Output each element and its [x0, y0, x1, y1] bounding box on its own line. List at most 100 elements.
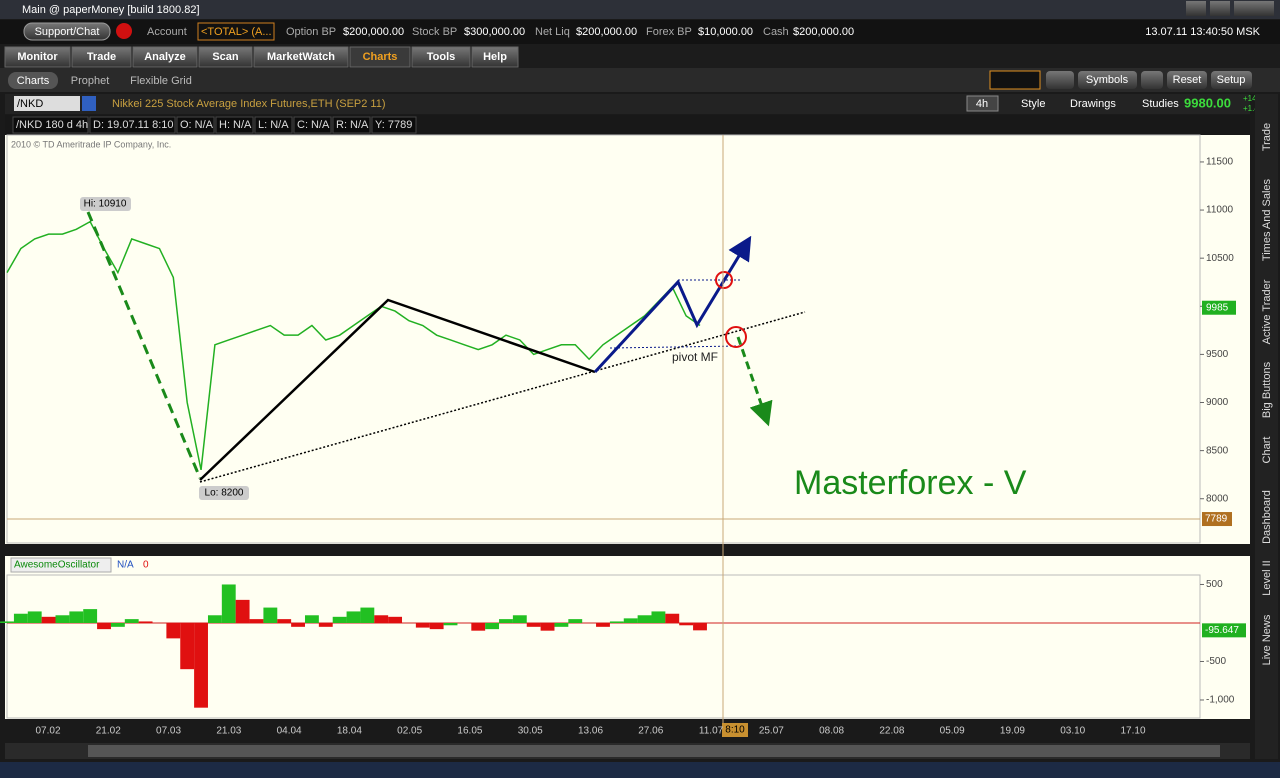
tab[interactable] [198, 46, 253, 68]
cursor-price-label: 7789 [1205, 514, 1228, 525]
symbol-box[interactable] [14, 96, 80, 111]
drawing-line [593, 235, 752, 374]
info-field: /NKD 180 d 4h [16, 119, 88, 131]
oscillator-panel [5, 556, 1250, 719]
support-button[interactable] [23, 22, 111, 41]
drawings-button[interactable]: Drawings [1070, 98, 1116, 110]
oscillator-bar [207, 615, 222, 623]
account-field-label: Forex BP [646, 26, 692, 38]
drawing-circle [715, 271, 733, 289]
oscillator-bar [166, 622, 181, 639]
cursor-time: 8:10 [725, 725, 745, 736]
subtab[interactable] [8, 72, 58, 89]
tool-button[interactable] [1046, 71, 1074, 89]
oscillator-bar [332, 616, 347, 623]
sidebar-tab[interactable]: Dashboard [1261, 490, 1273, 544]
tab[interactable] [4, 46, 71, 68]
cursor-time-box [722, 723, 748, 737]
tab[interactable] [132, 46, 198, 68]
style-button[interactable]: Style [1021, 98, 1045, 110]
tab[interactable] [71, 46, 132, 68]
symbols-button[interactable] [1078, 71, 1137, 89]
tab[interactable] [411, 46, 471, 68]
oscillator-bar [388, 616, 403, 623]
maximize-button[interactable] [1210, 1, 1230, 16]
oscillator-bar [138, 621, 153, 623]
oscillator-bar [554, 622, 569, 627]
oscillator-plot [6, 574, 1201, 719]
info-field: O: N/A [180, 119, 214, 131]
oscillator-bar [194, 622, 208, 708]
drawing-line [86, 211, 202, 479]
reset-button[interactable] [1167, 71, 1207, 89]
cursor-price-box [1202, 512, 1232, 527]
sidebar-tab[interactable]: Level II [1261, 560, 1273, 595]
sidebar-tab[interactable]: Active Trader [1261, 279, 1273, 344]
y-tick-label: 9500 [1206, 349, 1229, 360]
tab[interactable] [471, 46, 519, 68]
setup-button[interactable] [1211, 71, 1252, 89]
y-tick-label: -500 [1206, 656, 1226, 667]
period-box[interactable] [966, 95, 999, 112]
tab-label: Tools [427, 51, 456, 63]
oscillator-bar [429, 622, 444, 630]
sidebar-tab[interactable]: Live News [1261, 614, 1273, 665]
account-field-label: Net Liq [535, 26, 570, 38]
tab-label: Trade [87, 51, 116, 63]
sidebar-tab[interactable]: Times And Sales [1261, 178, 1273, 261]
x-tick-label: 19.09 [1000, 726, 1025, 737]
toolbar [0, 20, 1280, 44]
x-tick-label: 22.08 [879, 726, 904, 737]
price-panel [5, 135, 1250, 544]
x-tick-label: 05.09 [940, 726, 965, 737]
sidebar-tab[interactable]: Big Buttons [1261, 361, 1273, 418]
y-tick-label: 8500 [1206, 445, 1229, 456]
drawings [86, 211, 806, 483]
print-button[interactable] [1141, 71, 1163, 89]
subtab-label[interactable]: Prophet [71, 75, 110, 87]
oscillator-bar [512, 615, 527, 623]
oscillator-bar [221, 584, 236, 623]
close-button[interactable] [1234, 1, 1274, 16]
account-field-value: $10,000.00 [698, 26, 753, 38]
symbol: /NKD [17, 98, 43, 110]
oscillator-bar [27, 611, 42, 623]
tab[interactable] [349, 46, 411, 68]
account-select[interactable] [197, 22, 275, 41]
study-title-box[interactable] [10, 557, 112, 573]
oscillator-bar [499, 619, 513, 623]
symbol-dropdown[interactable] [82, 96, 96, 111]
y-tick-label: 9000 [1206, 397, 1229, 408]
link-box[interactable] [989, 70, 1041, 90]
info-field: C: N/A [297, 119, 330, 131]
info-box [293, 116, 332, 134]
subtab-label[interactable]: Flexible Grid [130, 75, 192, 87]
datetime: 13.07.11 13:40:50 MSK [1145, 26, 1260, 38]
sidebar-tab[interactable]: Trade [1261, 123, 1273, 151]
info-field: D: 19.07.11 8:10 [93, 119, 174, 131]
account-field-label: Cash [763, 26, 789, 38]
y-tick-label: 500 [1206, 579, 1223, 590]
oscillator-bar [97, 622, 111, 630]
scroll-thumb[interactable] [88, 745, 1220, 757]
oscillator-bar [637, 615, 652, 623]
oscillator-bar [291, 622, 305, 627]
info-box [215, 116, 254, 134]
info-box [254, 116, 293, 134]
price-plot [6, 134, 1201, 544]
hi-label: Hi: 10910 [84, 199, 127, 210]
subtab-label[interactable]: Charts [17, 75, 50, 87]
x-tick-label: 21.03 [216, 726, 241, 737]
tab[interactable] [253, 46, 349, 68]
alert-icon[interactable] [116, 23, 132, 39]
drawing-line [199, 311, 806, 483]
y-tick-label: 10500 [1206, 253, 1234, 264]
account-field-label: Stock BP [412, 26, 457, 38]
account-field-label: Option BP [286, 26, 336, 38]
x-tick-label: 17.10 [1120, 726, 1145, 737]
studies-button[interactable]: Studies [1142, 98, 1179, 110]
last-price-box [1202, 300, 1236, 315]
minimize-button[interactable] [1186, 1, 1206, 16]
sidebar-tab[interactable]: Chart [1261, 437, 1273, 464]
